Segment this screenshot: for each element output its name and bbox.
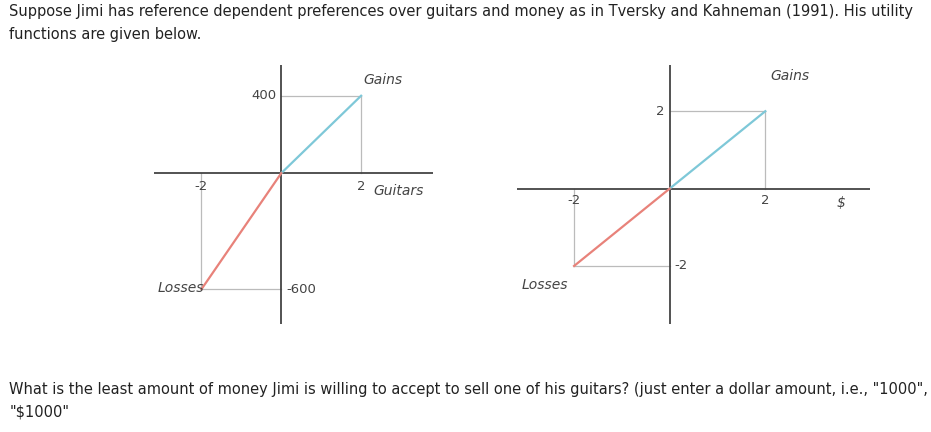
Text: 2: 2 (656, 105, 665, 118)
Text: -2: -2 (674, 260, 688, 273)
Text: What is the least amount of money Jimi is willing to accept to sell one of his g: What is the least amount of money Jimi i… (9, 382, 931, 419)
Text: Losses: Losses (157, 281, 204, 295)
Text: Suppose Jimi has reference dependent preferences over guitars and money as in Tv: Suppose Jimi has reference dependent pre… (9, 4, 913, 41)
Text: -2: -2 (195, 180, 209, 193)
Text: Guitars: Guitars (373, 184, 424, 198)
Text: Gains: Gains (770, 69, 809, 83)
Text: Gains: Gains (363, 73, 402, 86)
Text: $: $ (837, 196, 846, 210)
Text: Losses: Losses (521, 278, 568, 292)
Text: 400: 400 (251, 89, 277, 102)
Text: 2: 2 (761, 194, 770, 207)
Text: -600: -600 (286, 283, 316, 295)
Text: -2: -2 (568, 194, 581, 207)
Text: 2: 2 (357, 180, 365, 193)
